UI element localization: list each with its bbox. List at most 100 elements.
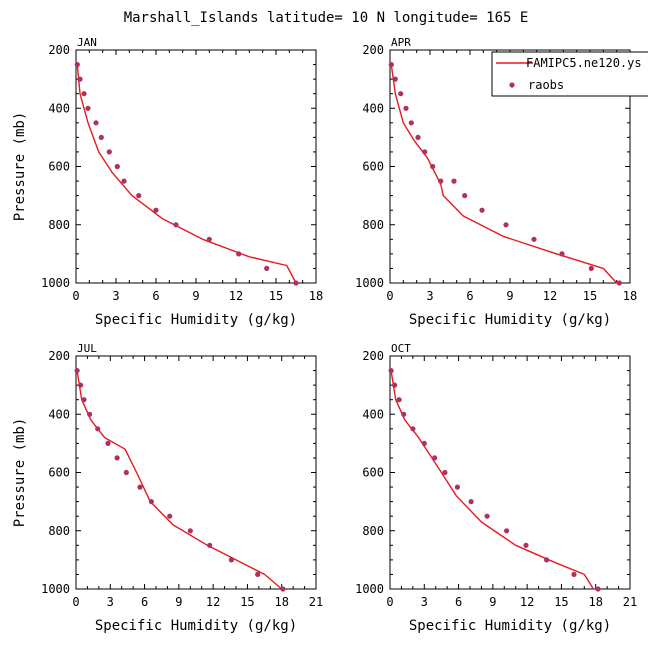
raob-point <box>95 426 101 432</box>
y-tick-label: 200 <box>362 349 384 363</box>
y-tick-label: 600 <box>48 160 70 174</box>
raob-point <box>74 368 80 374</box>
x-tick-label: 9 <box>175 595 182 609</box>
raob-point <box>206 236 212 242</box>
x-tick-label: 0 <box>386 595 393 609</box>
raob-point <box>85 105 91 111</box>
model-profile-line <box>76 64 297 284</box>
raob-point <box>503 222 509 228</box>
legend-box <box>491 51 648 97</box>
x-tick-label: 3 <box>421 595 428 609</box>
x-tick-label: 12 <box>543 289 557 303</box>
raob-point <box>280 586 286 592</box>
x-tick-label: 18 <box>588 595 602 609</box>
panel-label: APR <box>391 36 411 49</box>
x-tick-label: 3 <box>112 289 119 303</box>
raob-point <box>432 455 438 461</box>
y-tick-label: 800 <box>48 524 70 538</box>
raob-point <box>595 586 601 592</box>
x-tick-label: 0 <box>72 595 79 609</box>
raob-point <box>81 397 87 403</box>
raob-point <box>228 557 234 563</box>
raob-point <box>121 178 127 184</box>
raob-point <box>106 149 112 155</box>
raob-point <box>410 426 416 432</box>
raob-point <box>114 455 120 461</box>
raob-point <box>264 265 270 271</box>
raob-point <box>78 382 84 388</box>
model-profile-line <box>76 370 283 590</box>
figure-title: Marshall_Islands latitude= 10 N longitud… <box>124 10 529 26</box>
plot-frame <box>75 49 317 284</box>
x-tick-label: 0 <box>72 289 79 303</box>
x-axis-label: Specific Humidity (g/kg) <box>95 312 297 328</box>
raob-point <box>98 134 104 140</box>
y-tick-label: 1000 <box>355 582 384 596</box>
x-tick-label: 12 <box>229 289 243 303</box>
panel-apr: 0 3 6 9 12 15 18 200 400 600 800 1000 APR Specific Hu… <box>355 36 637 328</box>
raob-point <box>484 513 490 519</box>
raob-point <box>571 571 577 578</box>
raob-point <box>123 469 129 476</box>
raob-point <box>401 411 407 417</box>
raob-point <box>81 91 87 97</box>
y-axis-label: Pressure (mb) <box>12 418 28 528</box>
raob-point <box>388 368 394 374</box>
legend-model-label: FAMIPC5.ne120.ys <box>526 56 642 70</box>
x-tick-label: 15 <box>583 289 597 303</box>
y-tick-label: 800 <box>362 524 384 538</box>
y-tick-label: 800 <box>48 218 70 232</box>
plot-frame <box>389 355 631 590</box>
legend: FAMIPC5.ne120.ys raobs <box>491 51 648 97</box>
raob-point <box>255 571 261 578</box>
raob-point <box>105 440 111 446</box>
panel-oct: 0 3 6 9 12 15 18 21 200 400 600 800 1000 OCT Specific … <box>355 342 637 634</box>
raob-point <box>392 382 398 388</box>
raob-point <box>388 62 394 68</box>
raob-point <box>207 542 213 548</box>
y-axis-label: Pressure (mb) <box>12 112 28 222</box>
x-tick-label: 15 <box>269 289 283 303</box>
raob-point <box>114 163 120 170</box>
raob-point <box>187 528 193 534</box>
panel-jul: 0 3 6 9 12 15 18 21 200 400 600 800 1000 JUL Specific … <box>12 342 323 634</box>
raob-point <box>93 120 99 126</box>
x-tick-label: 9 <box>192 289 199 303</box>
raob-point <box>137 484 143 490</box>
y-tick-label: 800 <box>362 218 384 232</box>
panel-label: OCT <box>391 342 411 355</box>
raob-point <box>451 178 457 184</box>
y-tick-label: 200 <box>48 349 70 363</box>
raob-point <box>136 193 142 199</box>
legend-obs-label: raobs <box>528 78 564 92</box>
y-tick-label: 400 <box>362 407 384 421</box>
x-tick-label: 6 <box>141 595 148 609</box>
x-tick-label: 6 <box>455 595 462 609</box>
legend-obs-swatch <box>509 82 515 88</box>
raob-point <box>504 528 510 534</box>
panel-jan: 0 3 6 9 12 15 18 200 400 600 800 1000 JAN Specific Hu… <box>12 36 323 328</box>
raob-point <box>544 557 550 563</box>
y-tick-label: 200 <box>362 43 384 57</box>
x-tick-label: 15 <box>240 595 254 609</box>
x-tick-label: 3 <box>426 289 433 303</box>
x-tick-label: 21 <box>309 595 323 609</box>
x-tick-label: 6 <box>466 289 473 303</box>
x-tick-label: 15 <box>554 595 568 609</box>
panel-label: JAN <box>77 36 97 49</box>
y-tick-label: 400 <box>48 407 70 421</box>
x-tick-label: 18 <box>274 595 288 609</box>
x-tick-label: 0 <box>386 289 393 303</box>
panel-label: JUL <box>77 342 97 355</box>
raob-point <box>415 134 421 140</box>
raob-point <box>421 440 427 446</box>
raob-point <box>438 178 444 184</box>
raob-point <box>408 120 414 126</box>
x-tick-label: 18 <box>309 289 323 303</box>
raob-point <box>77 76 83 82</box>
raob-point <box>523 542 529 548</box>
x-axis-label: Specific Humidity (g/kg) <box>409 312 611 328</box>
y-tick-label: 600 <box>362 466 384 480</box>
raob-point <box>173 222 179 228</box>
